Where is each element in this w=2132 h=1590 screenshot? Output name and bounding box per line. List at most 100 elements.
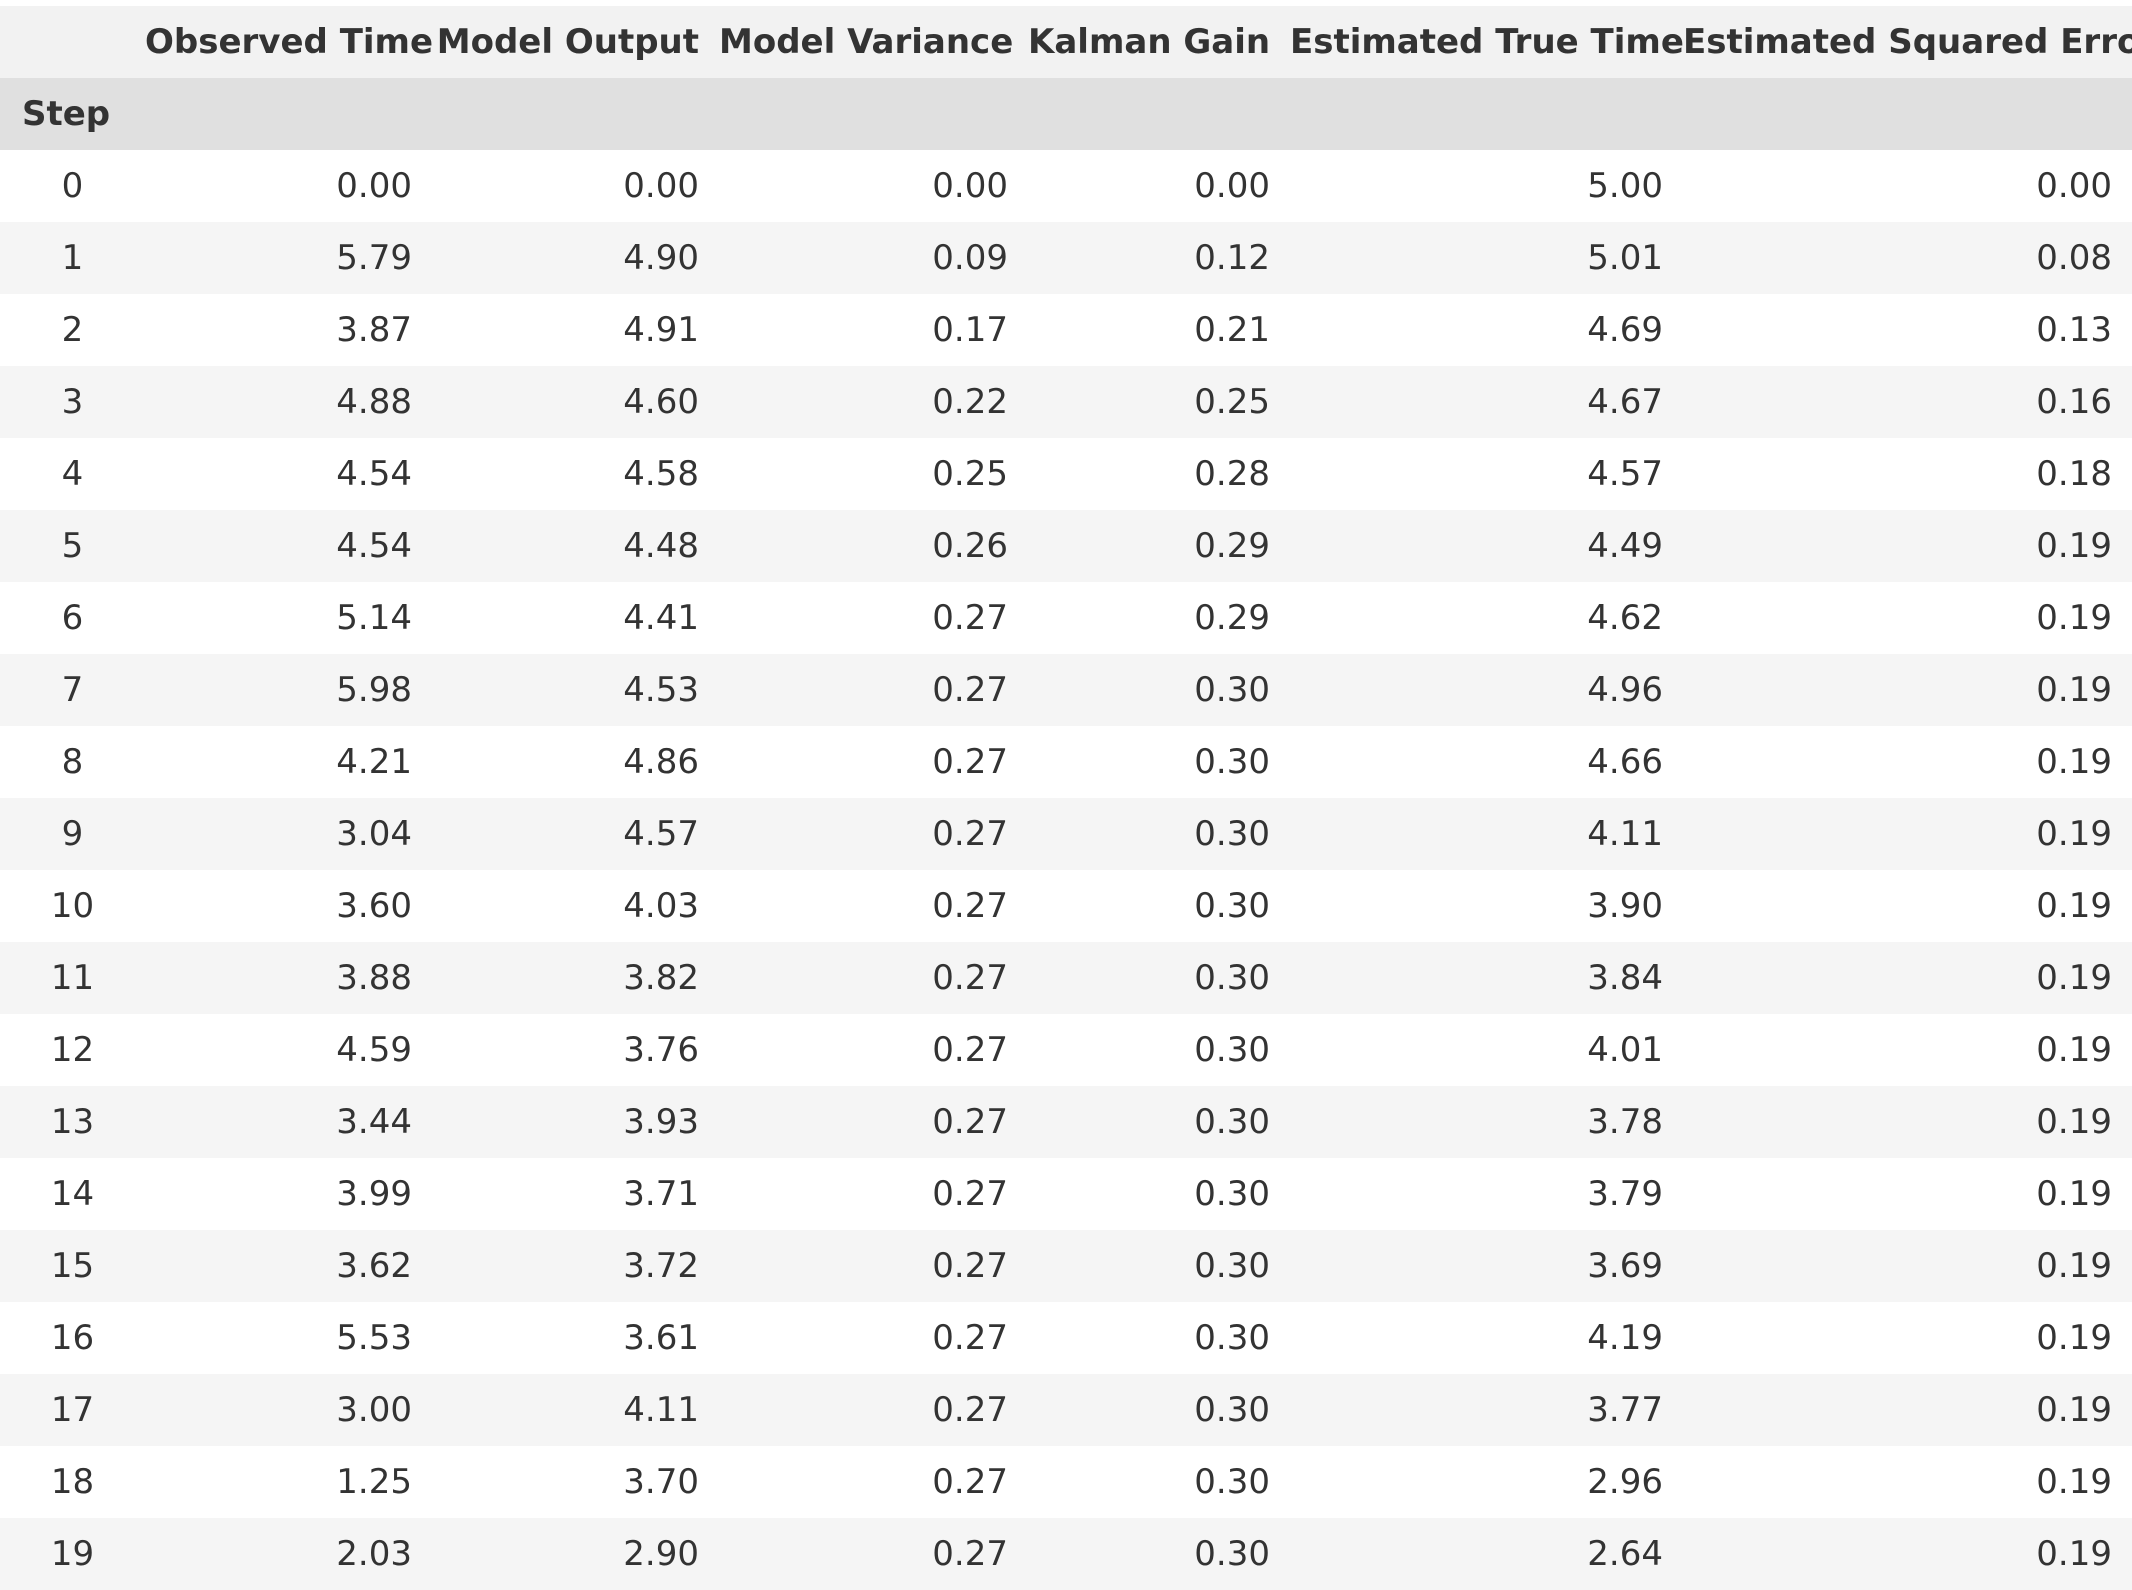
cell-observed-time: 0.00 xyxy=(336,166,412,206)
table-row: 6 5.14 4.41 0.27 0.29 4.62 0.19 xyxy=(0,582,2132,654)
cell-observed-time: 2.03 xyxy=(336,1534,412,1574)
table-row: 16 5.53 3.61 0.27 0.30 4.19 0.19 xyxy=(0,1302,2132,1374)
cell-estimated-squared-error: 0.19 xyxy=(2036,814,2112,854)
cell-model-variance: 0.22 xyxy=(932,382,1008,422)
cell-observed-time: 4.54 xyxy=(336,526,412,566)
cell-estimated-true-time: 3.90 xyxy=(1587,886,1663,926)
cell-kalman-gain: 0.29 xyxy=(1194,598,1270,638)
kalman-filter-table: Observed Time Model Output Model Varianc… xyxy=(0,6,2132,1590)
kalman-filter-table-container: Observed Time Model Output Model Varianc… xyxy=(0,6,2132,1590)
cell-model-variance: 0.27 xyxy=(932,958,1008,998)
cell-estimated-squared-error: 0.13 xyxy=(2036,310,2112,350)
cell-model-variance: 0.27 xyxy=(932,1318,1008,1358)
cell-model-output: 4.90 xyxy=(623,238,699,278)
cell-kalman-gain: 0.30 xyxy=(1194,1174,1270,1214)
index-header-filler xyxy=(1683,78,2132,150)
table-row: 2 3.87 4.91 0.17 0.21 4.69 0.13 xyxy=(0,294,2132,366)
cell-model-variance: 0.09 xyxy=(932,238,1008,278)
cell-model-variance: 0.27 xyxy=(932,1534,1008,1574)
cell-model-output: 4.86 xyxy=(623,742,699,782)
cell-estimated-squared-error: 0.08 xyxy=(2036,238,2112,278)
cell-model-variance: 0.27 xyxy=(932,1390,1008,1430)
table-row: 13 3.44 3.93 0.27 0.30 3.78 0.19 xyxy=(0,1086,2132,1158)
cell-model-output: 4.41 xyxy=(623,598,699,638)
column-header-estimated-true-time: Estimated True Time xyxy=(1290,6,1684,78)
cell-kalman-gain: 0.21 xyxy=(1194,310,1270,350)
cell-estimated-true-time: 4.67 xyxy=(1587,382,1663,422)
table-row: 18 1.25 3.70 0.27 0.30 2.96 0.19 xyxy=(0,1446,2132,1518)
cell-estimated-true-time: 2.64 xyxy=(1587,1534,1663,1574)
cell-observed-time: 3.99 xyxy=(336,1174,412,1214)
column-header-observed-time: Observed Time xyxy=(145,6,433,78)
column-header-model-output: Model Output xyxy=(432,6,719,78)
row-index-step: 3 xyxy=(61,382,84,422)
cell-observed-time: 3.88 xyxy=(336,958,412,998)
cell-model-variance: 0.27 xyxy=(932,1102,1008,1142)
row-index-step: 12 xyxy=(50,1030,95,1070)
cell-kalman-gain: 0.30 xyxy=(1194,886,1270,926)
cell-observed-time: 3.87 xyxy=(336,310,412,350)
cell-kalman-gain: 0.30 xyxy=(1194,814,1270,854)
cell-kalman-gain: 0.30 xyxy=(1194,1030,1270,1070)
cell-model-variance: 0.27 xyxy=(932,886,1008,926)
cell-kalman-gain: 0.12 xyxy=(1194,238,1270,278)
row-index-step: 15 xyxy=(50,1246,95,1286)
cell-estimated-squared-error: 0.18 xyxy=(2036,454,2112,494)
cell-kalman-gain: 0.30 xyxy=(1194,1102,1270,1142)
table-row: 3 4.88 4.60 0.22 0.25 4.67 0.16 xyxy=(0,366,2132,438)
cell-model-variance: 0.27 xyxy=(932,1174,1008,1214)
table-row: 19 2.03 2.90 0.27 0.30 2.64 0.19 xyxy=(0,1518,2132,1590)
cell-model-output: 3.70 xyxy=(623,1462,699,1502)
row-index-step: 17 xyxy=(50,1390,95,1430)
cell-estimated-squared-error: 0.19 xyxy=(2036,1462,2112,1502)
cell-observed-time: 5.98 xyxy=(336,670,412,710)
table-row: 15 3.62 3.72 0.27 0.30 3.69 0.19 xyxy=(0,1230,2132,1302)
cell-kalman-gain: 0.30 xyxy=(1194,958,1270,998)
cell-kalman-gain: 0.30 xyxy=(1194,670,1270,710)
cell-kalman-gain: 0.30 xyxy=(1194,1462,1270,1502)
cell-model-output: 4.53 xyxy=(623,670,699,710)
cell-kalman-gain: 0.30 xyxy=(1194,1534,1270,1574)
row-index-step: 16 xyxy=(50,1318,95,1358)
row-index-step: 18 xyxy=(50,1462,95,1502)
cell-model-output: 4.57 xyxy=(623,814,699,854)
cell-model-output: 3.61 xyxy=(623,1318,699,1358)
cell-kalman-gain: 0.30 xyxy=(1194,1318,1270,1358)
cell-model-variance: 0.17 xyxy=(932,310,1008,350)
cell-estimated-true-time: 3.79 xyxy=(1587,1174,1663,1214)
column-header-row: Observed Time Model Output Model Varianc… xyxy=(0,6,2132,78)
index-header-filler xyxy=(432,78,719,150)
cell-model-output: 4.60 xyxy=(623,382,699,422)
cell-model-variance: 0.27 xyxy=(932,1462,1008,1502)
row-index-step: 1 xyxy=(61,238,84,278)
table-row: 14 3.99 3.71 0.27 0.30 3.79 0.19 xyxy=(0,1158,2132,1230)
cell-observed-time: 3.44 xyxy=(336,1102,412,1142)
cell-observed-time: 5.53 xyxy=(336,1318,412,1358)
row-index-step: 13 xyxy=(50,1102,95,1142)
cell-estimated-true-time: 4.01 xyxy=(1587,1030,1663,1070)
cell-estimated-squared-error: 0.00 xyxy=(2036,166,2112,206)
cell-model-variance: 0.27 xyxy=(932,598,1008,638)
cell-model-output: 0.00 xyxy=(623,166,699,206)
cell-estimated-squared-error: 0.19 xyxy=(2036,526,2112,566)
row-index-step: 5 xyxy=(61,526,84,566)
column-header-kalman-gain: Kalman Gain xyxy=(1028,6,1290,78)
cell-kalman-gain: 0.25 xyxy=(1194,382,1270,422)
table-row: 10 3.60 4.03 0.27 0.30 3.90 0.19 xyxy=(0,870,2132,942)
cell-model-variance: 0.26 xyxy=(932,526,1008,566)
cell-model-variance: 0.00 xyxy=(932,166,1008,206)
index-header-row: Step xyxy=(0,78,2132,150)
cell-kalman-gain: 0.29 xyxy=(1194,526,1270,566)
cell-observed-time: 1.25 xyxy=(336,1462,412,1502)
cell-model-output: 3.72 xyxy=(623,1246,699,1286)
row-index-step: 2 xyxy=(61,310,84,350)
cell-model-output: 4.58 xyxy=(623,454,699,494)
cell-model-output: 2.90 xyxy=(623,1534,699,1574)
cell-estimated-true-time: 5.00 xyxy=(1587,166,1663,206)
cell-estimated-squared-error: 0.19 xyxy=(2036,886,2112,926)
column-header-blank xyxy=(0,6,145,78)
cell-model-output: 4.03 xyxy=(623,886,699,926)
cell-estimated-true-time: 4.62 xyxy=(1587,598,1663,638)
cell-observed-time: 3.62 xyxy=(336,1246,412,1286)
row-index-step: 8 xyxy=(61,742,84,782)
